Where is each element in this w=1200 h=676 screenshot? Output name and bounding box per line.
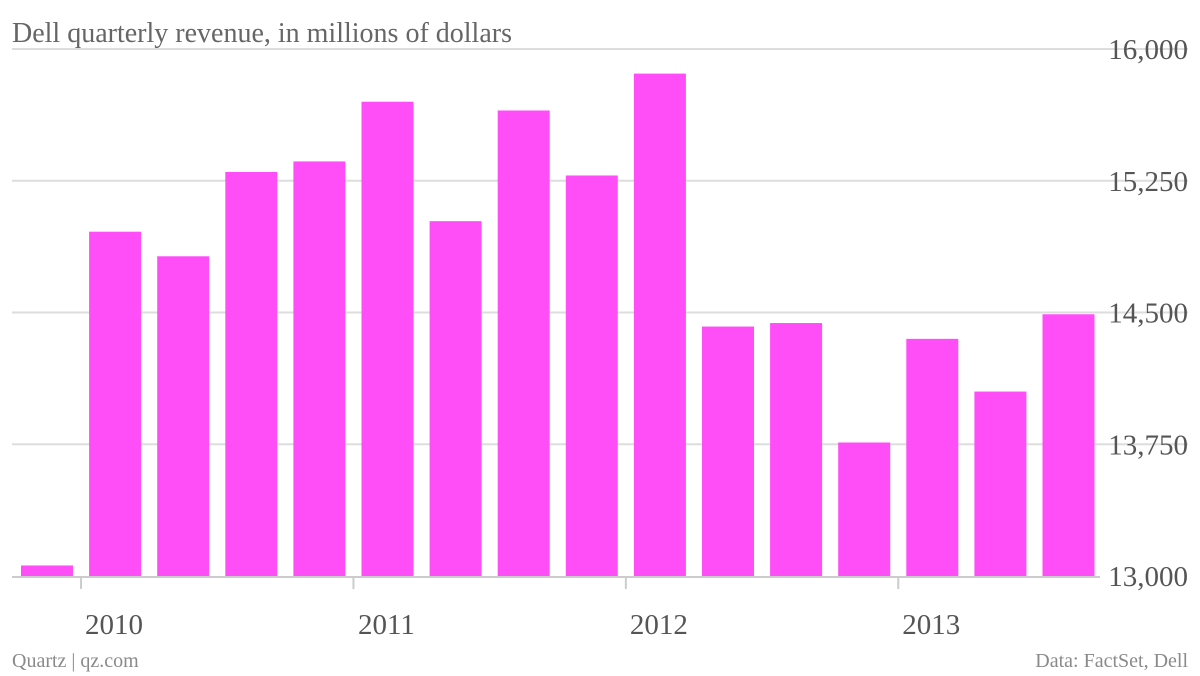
y-tick-label: 16,000 [1108,34,1188,66]
y-tick-label: 13,750 [1108,429,1188,461]
bars [21,73,1095,577]
bar [633,73,686,577]
bar [906,338,959,576]
bar [770,323,823,576]
y-tick-label: 14,500 [1108,298,1188,330]
x-tick-label: 2012 [630,609,688,641]
bar [361,101,414,576]
x-axis-ticks: 2010 2011 2012 2013 [80,577,960,641]
bar [838,442,891,576]
bar [702,326,754,576]
source-credit: Quartz | qz.com [12,650,139,672]
bar [565,175,618,577]
bar [974,391,1027,576]
y-axis-tick-labels: 16,000 15,250 14,500 13,750 13,000 [1108,34,1188,593]
bar [497,110,550,576]
y-tick-label: 13,000 [1108,561,1188,593]
data-source: Data: FactSet, Dell [1035,650,1188,672]
bar [157,256,210,576]
bar [21,565,73,576]
x-tick-label: 2010 [85,609,143,641]
chart-title: Dell quarterly revenue, in millions of d… [12,18,512,49]
y-tick-label: 15,250 [1108,166,1188,198]
bar [89,231,142,576]
bar [1042,314,1095,576]
x-tick-label: 2011 [358,609,415,641]
x-tick-label: 2013 [902,609,960,641]
bar [225,171,278,576]
bar [293,161,346,576]
bar [429,221,482,577]
